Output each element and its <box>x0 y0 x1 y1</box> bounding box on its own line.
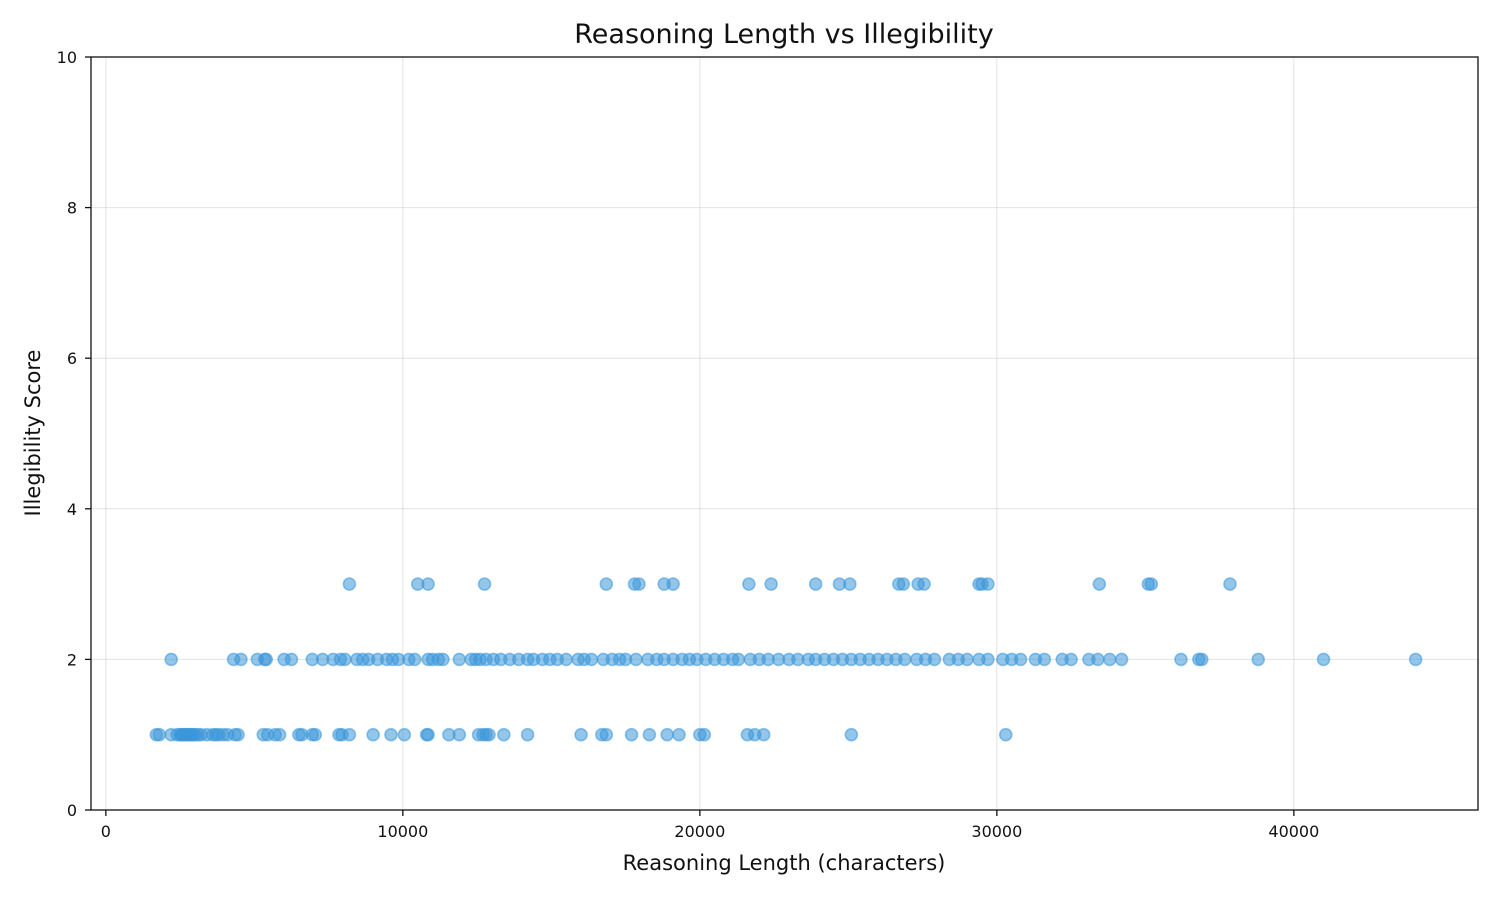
y-tick-label: 6 <box>67 349 77 368</box>
scatter-point <box>998 727 1013 742</box>
scatter-point <box>1251 652 1266 667</box>
scatter-point <box>1194 652 1209 667</box>
scatter-point <box>960 652 974 667</box>
scatter-point <box>629 652 643 667</box>
scatter-point <box>152 727 167 742</box>
scatter-point <box>896 577 911 591</box>
chart-title: Reasoning Length vs Illegibility <box>574 19 994 50</box>
x-tick-label: 30000 <box>971 822 1022 841</box>
scatter-point <box>559 652 574 667</box>
scatter-point <box>660 727 674 742</box>
scatter-point <box>342 727 357 742</box>
scatter-point <box>482 727 496 742</box>
scatter-point <box>742 577 756 591</box>
scatter-point <box>666 577 680 591</box>
scatter-point <box>1408 652 1423 667</box>
y-tick-label: 10 <box>57 48 77 67</box>
x-tick-label: 0 <box>101 822 111 841</box>
x-axis-label: Reasoning Length (characters) <box>623 851 946 875</box>
scatter-point <box>1174 652 1188 667</box>
scatter-point <box>844 727 859 742</box>
x-tick-label: 10000 <box>377 822 428 841</box>
y-tick-label: 4 <box>67 500 77 519</box>
scatter-point <box>452 652 467 667</box>
scatter-point <box>632 577 646 591</box>
scatter-point <box>843 577 857 591</box>
scatter-point <box>697 727 712 742</box>
scatter-point <box>520 727 535 742</box>
scatter-point <box>981 577 995 591</box>
grid-lines <box>91 57 1478 810</box>
scatter-point <box>1013 652 1028 667</box>
y-axis-label: Illegibility Score <box>21 350 45 517</box>
data-points <box>149 577 1423 742</box>
scatter-point <box>1144 577 1159 591</box>
scatter-point <box>231 727 245 742</box>
scatter-point <box>574 727 588 742</box>
scatter-point <box>259 652 274 667</box>
scatter-point <box>756 727 771 742</box>
scatter-point <box>927 652 942 667</box>
scatter-point <box>272 727 287 742</box>
scatter-point <box>599 577 614 591</box>
scatter-point <box>599 727 614 742</box>
scatter-point <box>642 727 657 742</box>
scatter-point <box>497 727 511 742</box>
scatter-point <box>584 652 599 667</box>
scatter-point <box>477 577 492 591</box>
scatter-point <box>1102 652 1117 667</box>
scatter-point <box>234 652 248 667</box>
scatter-point <box>731 652 746 667</box>
y-tick-label: 2 <box>67 650 77 669</box>
scatter-point <box>897 652 912 667</box>
scatter-point <box>452 727 467 742</box>
scatter-point <box>981 652 995 667</box>
scatter-point <box>917 577 931 591</box>
scatter-point <box>1223 577 1237 591</box>
scatter-point <box>624 727 639 742</box>
scatter-point <box>1092 577 1107 591</box>
x-tick-label: 20000 <box>674 822 725 841</box>
scatter-point <box>397 727 412 742</box>
scatter-point <box>284 652 299 667</box>
y-tick-label: 8 <box>67 199 77 218</box>
x-tick-label: 40000 <box>1268 822 1319 841</box>
scatter-point <box>366 727 380 742</box>
plot-frame <box>90 56 1479 811</box>
scatter-point <box>1091 652 1105 667</box>
scatter-point <box>1316 652 1331 667</box>
scatter-point <box>407 652 422 667</box>
scatter-point <box>764 577 778 591</box>
scatter-point <box>384 727 398 742</box>
scatter-point <box>1114 652 1129 667</box>
scatter-point <box>308 727 323 742</box>
scatter-point <box>808 577 823 591</box>
scatter-point <box>421 577 435 591</box>
scatter-point <box>1037 652 1052 667</box>
y-axis-ticks: 0 2 4 6 8 10 <box>57 48 91 820</box>
scatter-point <box>342 577 357 591</box>
scatter-point <box>436 652 450 667</box>
y-tick-label: 0 <box>67 801 77 820</box>
scatter-point <box>421 727 435 742</box>
scatter-point <box>338 652 352 667</box>
x-axis-ticks: 0 10000 20000 30000 40000 <box>101 810 1319 841</box>
scatter-point <box>1064 652 1078 667</box>
scatter-point <box>672 727 686 742</box>
scatter-point <box>164 652 178 667</box>
